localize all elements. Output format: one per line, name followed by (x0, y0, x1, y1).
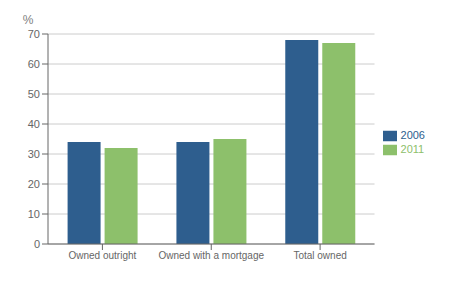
html-text:2006: 2006 (400, 128, 425, 141)
svg-text:Total owned: Total owned (293, 250, 346, 261)
svg-text:50: 50 (28, 88, 40, 100)
html-text:2011: 2011 (400, 143, 425, 155)
svg-text:70: 70 (28, 28, 40, 40)
svg-text:Owned outright: Owned outright (69, 250, 137, 261)
svg-text:0: 0 (34, 238, 40, 250)
svg-text:40: 40 (28, 118, 40, 130)
svg-text:%: % (23, 13, 34, 27)
svg-text:10: 10 (28, 208, 40, 220)
svg-text:60: 60 (28, 58, 40, 70)
svg-text:30: 30 (28, 148, 40, 160)
svg-text:20: 20 (28, 178, 40, 190)
svg-text:Owned with a mortgage: Owned with a mortgage (158, 250, 264, 261)
